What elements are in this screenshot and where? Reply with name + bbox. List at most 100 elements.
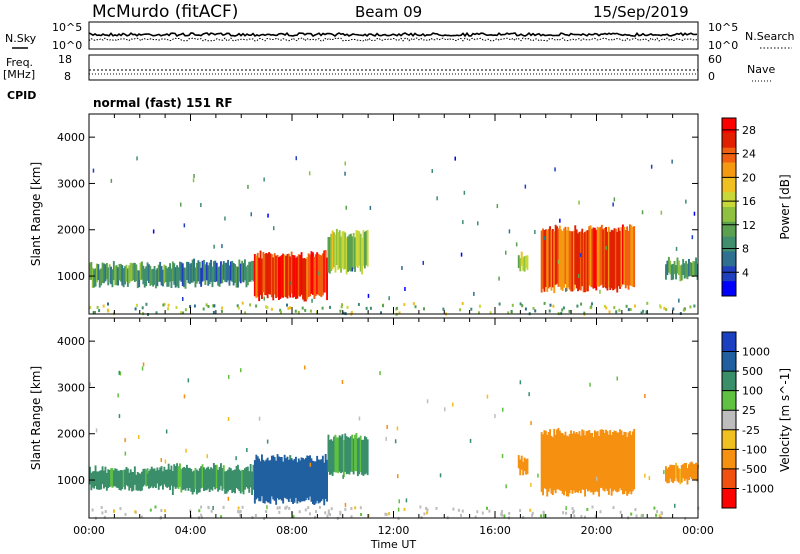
velocity-echo-cell [174, 466, 177, 489]
power-speckle-point [290, 281, 292, 286]
velocity-echo-region [167, 463, 255, 495]
velocity-scatter-point [619, 510, 622, 514]
velocity-ytick-label: 4000 [57, 335, 85, 348]
velocity-scatter-point [339, 512, 342, 516]
power-echo-cell [162, 269, 164, 287]
power-speckle-point [543, 236, 546, 240]
power-scatter-point [534, 309, 537, 313]
power-echo-cell [146, 262, 149, 281]
power-echo-cell [626, 226, 629, 286]
power-speckle-point [515, 242, 518, 247]
velocity-colorbar-segment [722, 449, 736, 470]
power-echo-cell [107, 267, 110, 286]
velocity-echo-cell [584, 435, 586, 497]
velocity-colorbar-tick-label: -500 [742, 463, 767, 476]
power-echo-cell [314, 254, 317, 297]
velocity-scatter-point [350, 515, 353, 519]
velocity-echo-cell [103, 470, 105, 489]
power-echo-cell [266, 253, 269, 299]
power-scatter-point [615, 310, 618, 314]
power-scatter-point [583, 311, 586, 315]
power-echo-cell [547, 228, 550, 289]
power-echo-cell [217, 267, 220, 286]
power-scatter-point [365, 306, 368, 310]
power-echo-cell [356, 230, 359, 268]
velocity-echo-cell [156, 467, 159, 484]
power-scatter-point [478, 311, 480, 315]
velocity-echo-cell [676, 465, 679, 482]
velocity-echo-cell [232, 470, 235, 492]
velocity-echo-cell [319, 460, 321, 503]
power-echo-cell [159, 261, 162, 282]
velocity-echo-cell [550, 435, 553, 494]
velocity-echo-cell [187, 467, 190, 491]
power-colorbar-segment [722, 251, 736, 267]
velocity-scatter-point [423, 512, 426, 516]
velocity-colorbar-segment [722, 351, 736, 372]
velocity-echo-cell [133, 466, 136, 485]
velocity-echo-cell [633, 428, 636, 490]
velocity-echo-cell [235, 466, 238, 488]
velocity-speckle-point [644, 394, 646, 398]
power-echo-cell [517, 255, 520, 269]
power-speckle-point [650, 164, 653, 169]
power-echo-cell [136, 270, 139, 289]
power-speckle-point [498, 276, 500, 281]
power-echo-cell [97, 264, 100, 281]
power-speckle-point [369, 205, 372, 210]
power-scatter-point [403, 303, 406, 307]
power-echo-cell [118, 263, 121, 281]
power-echo-cell [138, 270, 141, 288]
velocity-echo-cell [170, 465, 173, 486]
velocity-echo-cell [218, 467, 221, 490]
velocity-scatter-point [200, 505, 203, 509]
velocity-scatter-point [486, 506, 488, 510]
nave-tick-top: 60 [708, 53, 722, 66]
power-scatter-point [562, 306, 565, 310]
power-echo-cell [117, 267, 119, 286]
power-speckle-point [136, 156, 138, 161]
velocity-ytick-label: 1000 [57, 474, 85, 487]
power-speckle-point [192, 178, 195, 183]
velocity-echo-cell [347, 437, 349, 474]
velocity-scatter-point [207, 505, 210, 509]
xtick-label: 04:00 [175, 524, 207, 537]
power-echo-cell [592, 227, 595, 289]
velocity-echo-cell [314, 461, 317, 504]
velocity-echo-cell [293, 458, 296, 503]
velocity-speckle-point [385, 436, 387, 441]
power-echo-cell [328, 237, 331, 274]
velocity-echo-cell [139, 473, 142, 492]
power-echo-cell [273, 253, 276, 295]
velocity-speckle-point [379, 371, 381, 376]
power-echo-cell [218, 266, 221, 287]
power-scatter-point [627, 308, 630, 312]
velocity-colorbar-tick-label: 25 [742, 404, 756, 417]
velocity-scatter-point [641, 513, 644, 517]
power-scatter-point [489, 311, 492, 315]
power-speckle-point [273, 226, 275, 231]
power-echo-cell [575, 229, 578, 289]
power-echo-cell [210, 259, 212, 282]
power-echo-cell [331, 230, 334, 270]
velocity-scatter-point [500, 512, 503, 516]
velocity-echo-cell [94, 465, 97, 487]
power-echo-cell [195, 262, 198, 284]
power-scatter-point [395, 306, 398, 310]
velocity-scatter-point [501, 510, 503, 513]
velocity-speckle-point [426, 399, 429, 404]
power-speckle-point [534, 230, 536, 234]
power-echo-cell [313, 256, 316, 299]
power-echo-cell [205, 262, 208, 281]
velocity-scatter-point [403, 507, 406, 511]
velocity-scatter-point [210, 509, 213, 513]
power-echo-cell [263, 253, 266, 296]
velocity-echo-cell [565, 435, 568, 497]
power-echo-cell [310, 251, 313, 294]
power-echo-cell [596, 226, 599, 286]
power-echo-cell [235, 266, 238, 288]
power-scatter-point [270, 307, 273, 311]
velocity-echo-region [517, 455, 529, 476]
power-echo-cell [584, 231, 586, 293]
power-echo-cell [183, 267, 186, 288]
